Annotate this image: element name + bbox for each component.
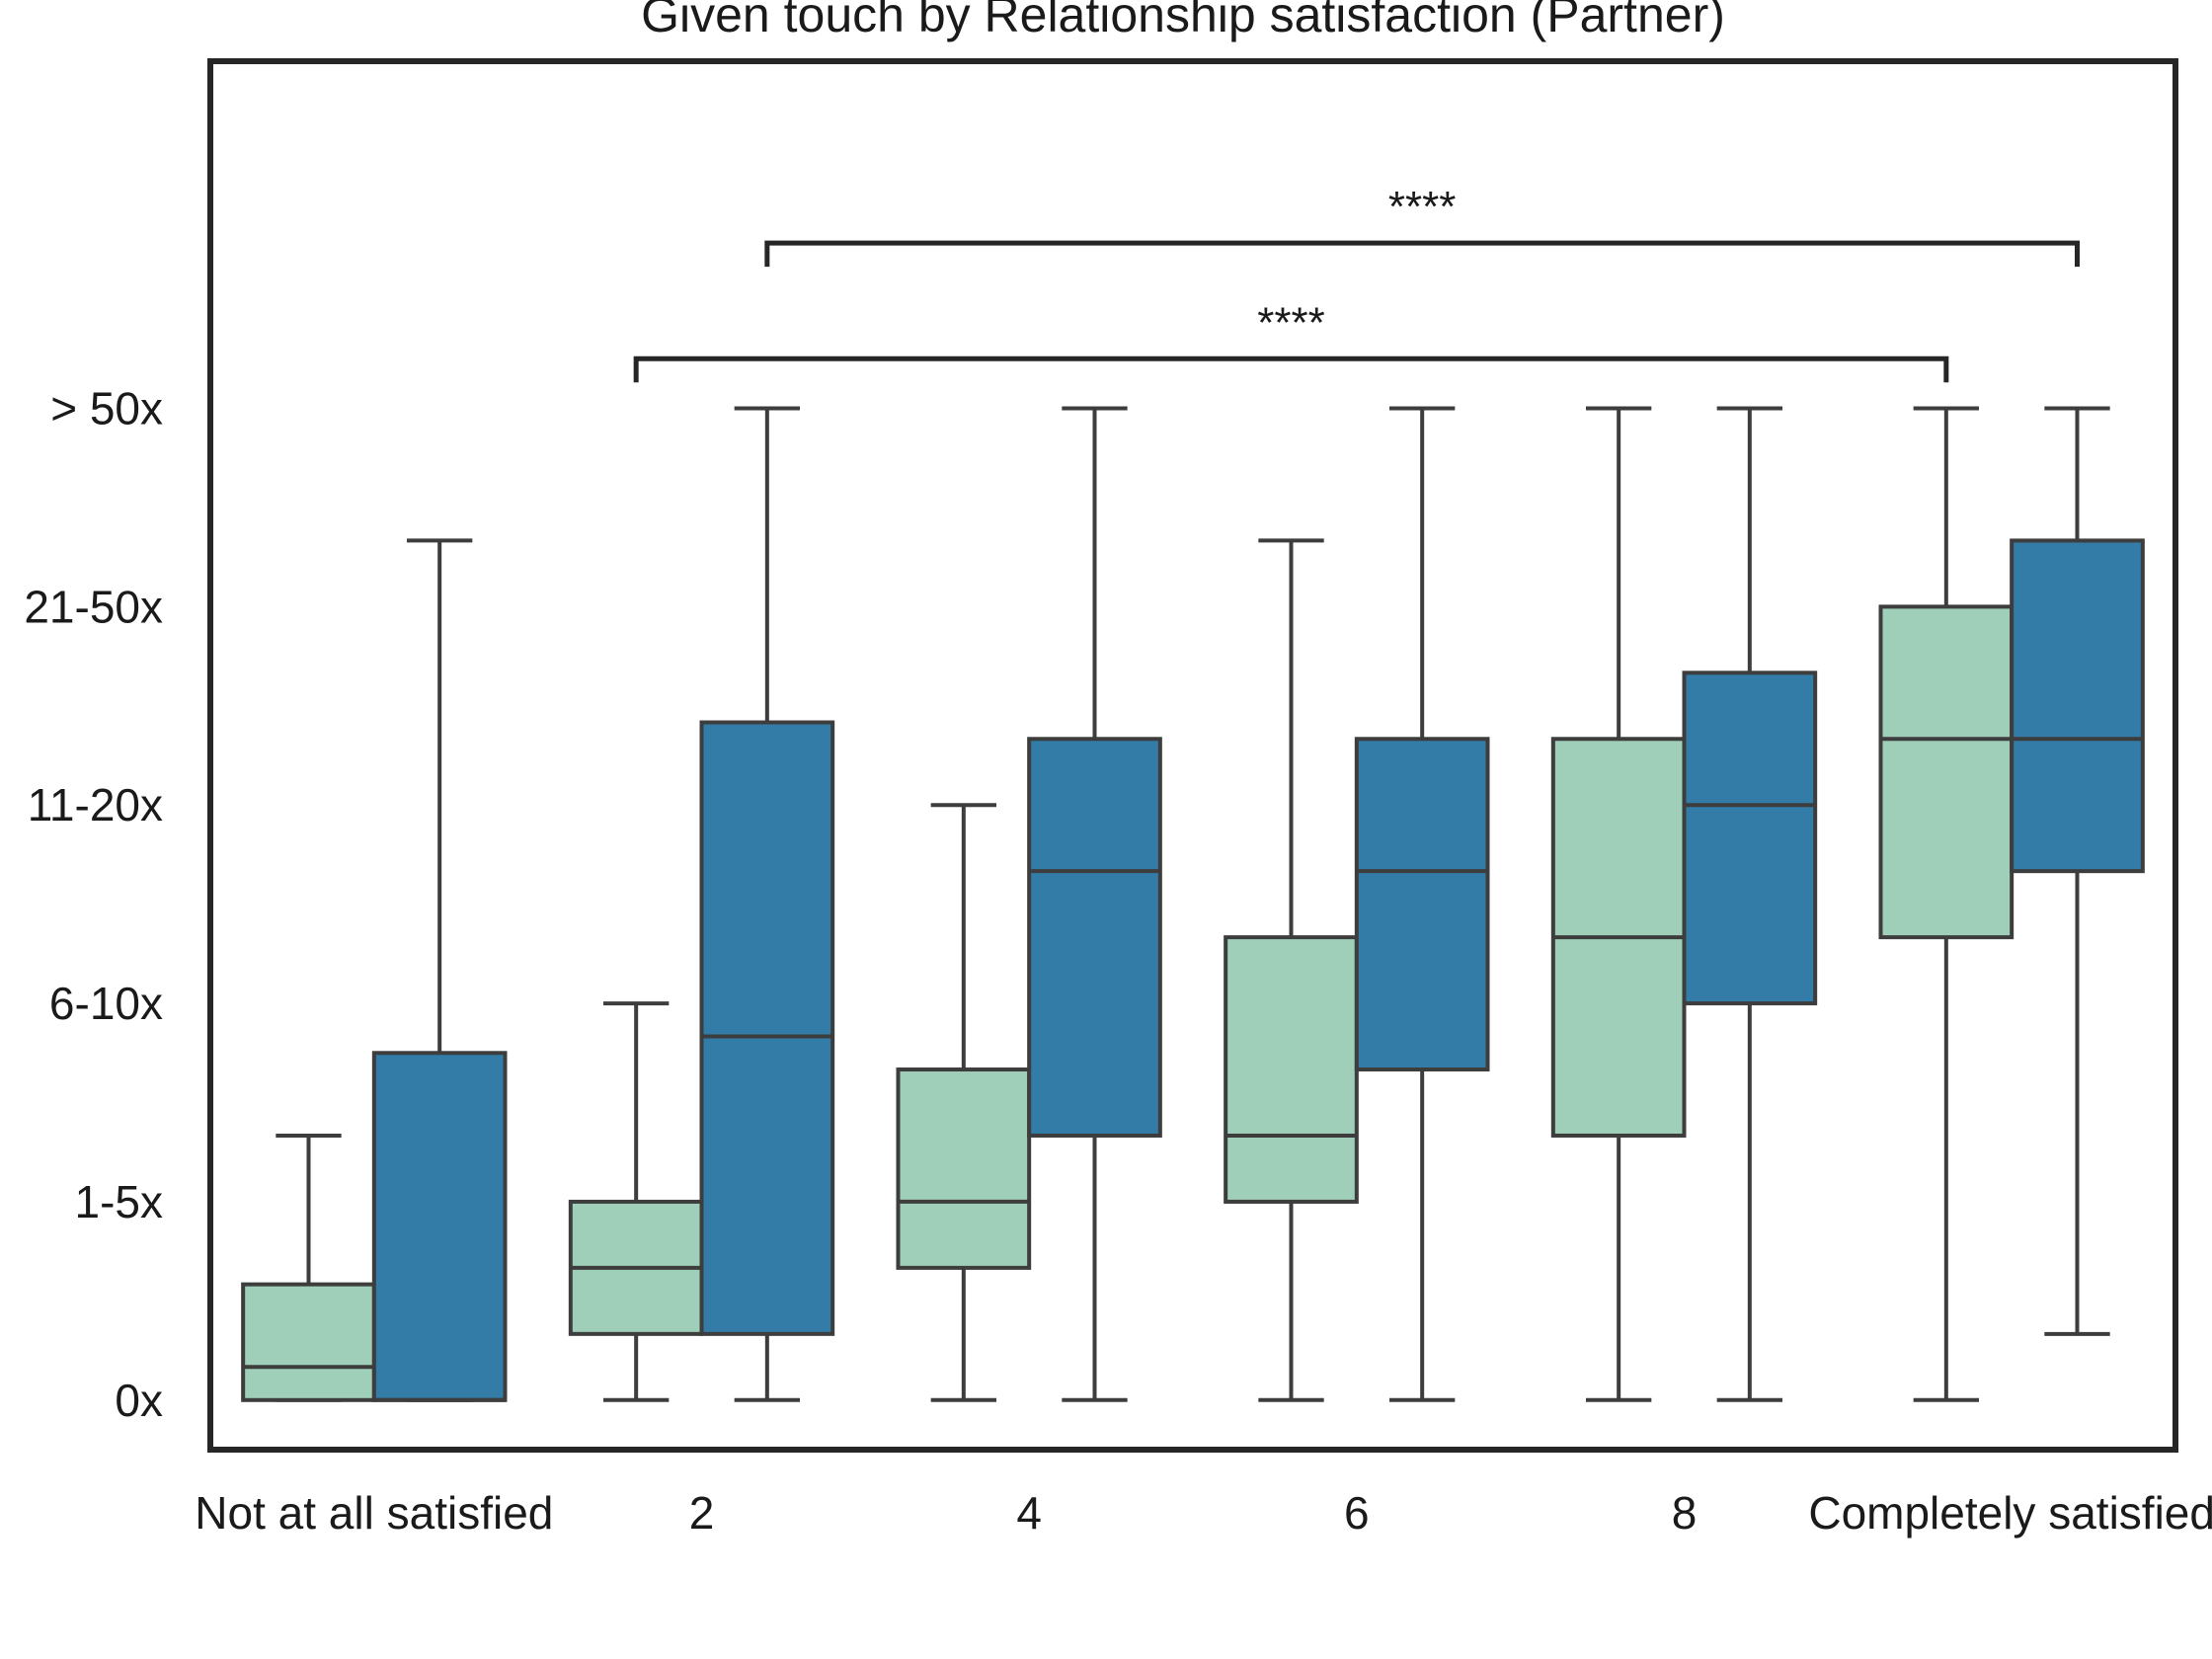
box-iqr — [896, 1067, 1032, 1270]
y-tick-label: 0x — [115, 1375, 163, 1426]
significance-bracket-2: **** — [633, 298, 1949, 383]
y-tick-label: 1-5x — [75, 1176, 163, 1227]
box-8-series-2 — [1682, 406, 1818, 1402]
significance-label: **** — [1257, 298, 1325, 347]
x-tick-label: 2 — [689, 1487, 715, 1539]
box-iqr — [1682, 671, 1818, 1006]
y-tick-label: 11-20x — [28, 779, 163, 830]
box-completely-satisfied-series-1 — [1878, 406, 2014, 1402]
box-iqr — [1224, 935, 1359, 1204]
y-tick-label: > 50x — [50, 383, 163, 434]
box-not-at-all-satisfied-series-1 — [241, 1133, 376, 1402]
x-tick-label: Not at all satisfied — [195, 1487, 553, 1539]
significance-label: **** — [1388, 183, 1457, 231]
plot-frame — [207, 58, 2178, 1453]
box-iqr — [1027, 737, 1162, 1138]
box-4-series-1 — [896, 803, 1032, 1402]
significance-bracket-1: **** — [764, 183, 2080, 268]
bracket-line — [764, 240, 2080, 268]
box-iqr — [1354, 737, 1490, 1072]
box-iqr — [241, 1282, 376, 1402]
box-not-at-all-satisfied-series-2 — [371, 538, 508, 1402]
box-iqr — [699, 720, 835, 1336]
box-4-series-2 — [1027, 406, 1162, 1402]
y-tick-label: 6-10x — [49, 978, 163, 1029]
box-2-series-2 — [699, 406, 835, 1402]
chart-title: Given touch by Relationship satisfaction… — [641, 0, 1725, 42]
x-tick-label: 4 — [1016, 1487, 1042, 1539]
box-8-series-1 — [1550, 406, 1687, 1402]
y-tick-label: 21-50x — [24, 581, 163, 632]
box-completely-satisfied-series-2 — [2010, 406, 2145, 1336]
box-2-series-1 — [568, 1001, 704, 1402]
x-tick-label: 8 — [1672, 1487, 1698, 1539]
box-iqr — [371, 1051, 508, 1402]
box-iqr — [2010, 538, 2145, 874]
x-tick-label: 6 — [1344, 1487, 1370, 1539]
box-6-series-2 — [1354, 406, 1490, 1402]
x-tick-label: Completely satisfied — [1808, 1487, 2212, 1539]
bracket-line — [633, 356, 1949, 383]
box-iqr — [1878, 604, 2014, 940]
box-6-series-1 — [1224, 538, 1359, 1402]
